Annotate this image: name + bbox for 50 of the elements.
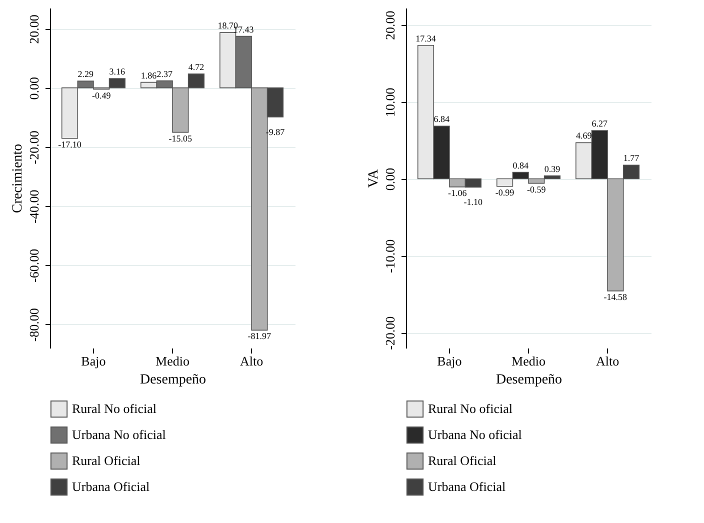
y-tick-label: -10.00 — [382, 239, 398, 273]
legend-label: Urbana No oficial — [428, 427, 522, 442]
data-label: 6.84 — [434, 114, 450, 124]
x-tick-label: Medio — [156, 354, 190, 368]
data-label: 1.86 — [140, 70, 158, 80]
data-label: 4.69 — [576, 130, 592, 141]
data-label: -1.06 — [448, 188, 468, 198]
x-tick-label: Medio — [512, 354, 546, 368]
x-tick-label: Bajo — [81, 354, 106, 368]
y-tick-label: -80.00 — [26, 308, 42, 342]
data-label: 1.77 — [623, 153, 640, 164]
data-label: -81.97 — [248, 331, 272, 342]
x-axis-title: Desempeño — [496, 372, 562, 388]
x-axis-title: Desempeño — [140, 372, 206, 388]
legend-label: Urbana Oficial — [428, 479, 506, 494]
data-label: 6.27 — [592, 118, 608, 129]
data-label: -15.05 — [168, 133, 193, 144]
data-label: 0.84 — [512, 160, 529, 170]
y-axis-title: Crecimiento — [10, 144, 26, 214]
data-label: -17.10 — [58, 139, 82, 150]
x-tick-label: Alto — [596, 354, 620, 368]
data-label: -14.58 — [604, 292, 628, 302]
y-tick-label: -20.00 — [26, 130, 42, 164]
x-tick-label: Alto — [240, 354, 264, 368]
legend-label: Rural No oficial — [428, 401, 513, 416]
y-tick-label: 20.00 — [382, 10, 398, 40]
legend-label: Urbana No oficial — [72, 427, 166, 442]
data-label: -1.10 — [464, 197, 484, 208]
data-label: -0.99 — [495, 187, 515, 198]
y-tick-label: -40.00 — [26, 190, 42, 224]
legend-label: Rural Oficial — [72, 453, 141, 468]
data-label: 2.29 — [78, 69, 94, 80]
legend-label: Rural Oficial — [428, 453, 497, 468]
x-tick-label: Bajo — [437, 354, 462, 368]
legend-label: Rural No oficial — [72, 401, 157, 416]
data-label: -0.59 — [527, 184, 546, 194]
y-tick-label: -60.00 — [26, 248, 42, 283]
data-label: 4.72 — [188, 62, 204, 72]
data-label: -0.49 — [92, 90, 112, 100]
data-label: 3.16 — [109, 66, 126, 76]
data-label: 2.37 — [156, 68, 173, 79]
data-label: 17.34 — [416, 33, 436, 44]
y-tick-label: 0.00 — [26, 76, 42, 100]
y-tick-label: -20.00 — [382, 316, 398, 350]
y-tick-label: 20.00 — [26, 14, 42, 44]
data-label: 0.39 — [544, 164, 561, 174]
y-tick-label: 0.00 — [382, 168, 398, 191]
y-tick-label: 10.00 — [382, 88, 398, 117]
y-axis-title: VA — [366, 168, 382, 188]
legend-label: Urbana Oficial — [72, 479, 150, 494]
